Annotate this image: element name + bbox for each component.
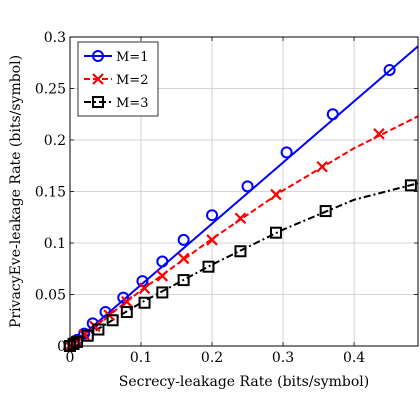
data-point (206, 209, 219, 222)
series-markers-3 (64, 179, 417, 352)
data-point (138, 296, 151, 309)
x-tick-label: 0.2 (201, 350, 223, 366)
marker-stroke (270, 188, 282, 201)
series-markers (64, 63, 417, 352)
y-tick-label: 0.05 (35, 288, 66, 304)
legend-label: M=3 (116, 96, 148, 111)
marker-stroke (138, 282, 151, 295)
data-point (280, 146, 293, 159)
legend-label: M=1 (116, 50, 148, 65)
data-point (120, 306, 133, 319)
legend-entry: M=1 (84, 50, 148, 65)
marker-stroke (121, 295, 133, 308)
data-point (92, 323, 105, 336)
marker-stroke (206, 234, 218, 246)
data-point (81, 329, 94, 342)
y-tick-label: 0.3 (44, 30, 66, 46)
series-line-3 (69, 182, 419, 347)
y-tick-label: 0.15 (35, 185, 66, 201)
x-axis-title: Secrecy-leakage Rate (bits/symbol) (119, 374, 370, 390)
data-point (78, 327, 91, 340)
data-point (177, 252, 190, 265)
marker-stroke (177, 252, 190, 265)
data-point (206, 234, 218, 246)
data-point (156, 270, 169, 282)
legend: M=1 M=2 M=3 (77, 41, 159, 117)
x-tick-label: 0 (66, 350, 75, 366)
data-point (138, 282, 151, 295)
marker-stroke (373, 128, 385, 140)
marker-stroke (316, 161, 328, 173)
data-point (326, 108, 339, 121)
data-point (121, 295, 133, 308)
data-point (234, 212, 247, 225)
marker-stroke (156, 270, 169, 282)
y-tick-label: 0.2 (44, 133, 66, 149)
legend-label: M=2 (116, 73, 148, 88)
x-tick-label: 0.3 (272, 350, 294, 366)
y-tick-label: 0.1 (44, 236, 66, 252)
data-point (234, 245, 247, 258)
data-point (156, 255, 169, 268)
data-point (269, 226, 282, 239)
data-point (106, 314, 119, 327)
legend-entry: M=3 (84, 96, 148, 111)
legend-box (77, 41, 159, 117)
data-point (71, 335, 84, 348)
data-point (316, 161, 328, 173)
data-point (99, 306, 112, 319)
y-tick-label: 0.25 (35, 82, 66, 98)
data-point (67, 337, 80, 350)
data-point (202, 260, 215, 273)
marker-stroke (234, 212, 247, 225)
legend-marker (92, 73, 104, 85)
data-point (319, 205, 332, 218)
marker-stroke (92, 73, 104, 85)
x-tick-label: 0.1 (130, 350, 152, 366)
legend-marker (92, 96, 104, 108)
axis-ticks: 0 0.1 0.2 0.3 0.4 0 0.05 0.1 0.15 0.2 0.25 0.3 (35, 30, 418, 366)
data-point (404, 179, 417, 192)
data-point (241, 180, 254, 193)
data-point (117, 291, 130, 304)
data-point (177, 233, 190, 246)
x-tick-label: 0.4 (343, 350, 365, 366)
data-point (383, 63, 396, 76)
data-point (156, 286, 169, 299)
legend-marker (92, 50, 104, 62)
y-axis-title: PrivacyEve-leakage Rate (bits/symbol) (8, 55, 24, 328)
gridlines (69, 36, 418, 347)
data-point (270, 188, 282, 201)
y-tick-label: 0 (57, 339, 66, 355)
data-point (373, 128, 385, 140)
data-point (177, 274, 190, 287)
legend-entry: M=2 (84, 73, 148, 88)
